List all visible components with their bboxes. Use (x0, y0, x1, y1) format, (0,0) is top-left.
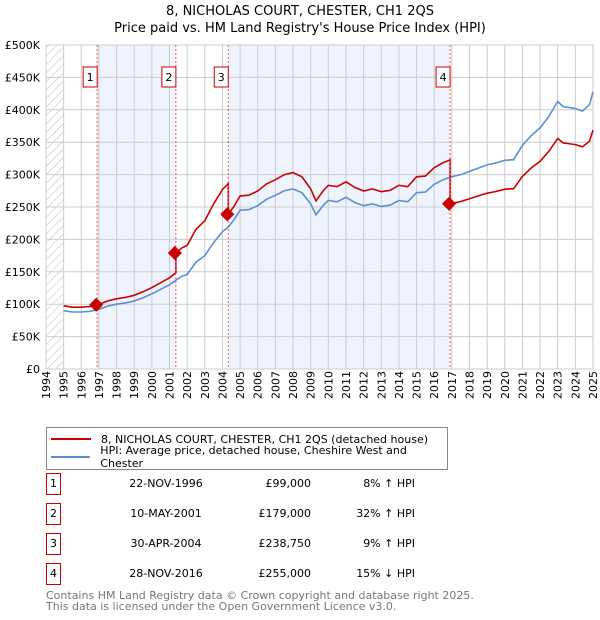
x-tick-label: 2011 (340, 371, 353, 399)
sale-label: 1 (87, 71, 94, 84)
sale-hpi-change: 32% ↑ HPI (356, 507, 415, 520)
x-tick-label: 2023 (552, 371, 565, 399)
x-tick-label: 1995 (58, 371, 71, 399)
x-tick-label: 2016 (428, 371, 441, 399)
sale-point (167, 245, 182, 261)
y-tick-label: £400K (5, 104, 41, 117)
sale-price: £179,000 (258, 507, 312, 520)
x-tick-label: 2005 (234, 371, 247, 399)
sale-date: 28-NOV-2016 (129, 567, 203, 580)
y-tick-label: £500K (5, 39, 41, 52)
y-tick-label: £0 (26, 363, 40, 376)
x-tick-label: 2015 (411, 371, 424, 399)
x-tick-label: 2012 (358, 371, 371, 399)
y-tick-label: £150K (5, 266, 41, 279)
x-tick-label: 2020 (499, 371, 512, 399)
legend-label-property: 8, NICHOLAS COURT, CHESTER, CH1 2QS (det… (101, 432, 429, 446)
sale-point (442, 196, 457, 211)
x-tick-label: 2017 (446, 371, 459, 399)
y-tick-label: £50K (12, 331, 41, 344)
sale-point (89, 297, 104, 312)
x-tick-label: 2002 (181, 371, 194, 399)
x-tick-label: 1999 (128, 371, 141, 399)
sale-number: 2 (46, 503, 61, 525)
sale-price: £255,000 (258, 567, 312, 580)
sale-point (220, 207, 235, 222)
chart-subtitle: Price paid vs. HM Land Registry's House … (114, 21, 486, 36)
sale-row: 2 10-MAY-2001 £179,000 32% ↑ HPI (46, 503, 415, 525)
y-tick-label: £350K (5, 136, 41, 149)
x-tick-label: 2001 (164, 371, 177, 399)
sale-number: 3 (46, 533, 61, 555)
x-tick-label: 1996 (75, 371, 88, 399)
property-price-line (63, 129, 594, 308)
sale-row: 3 30-APR-2004 £238,750 9% ↑ HPI (46, 533, 415, 555)
x-tick-label: 2019 (481, 371, 494, 399)
sale-label: 4 (440, 71, 447, 84)
sale-label-box (435, 66, 451, 88)
y-tick-label: £200K (5, 233, 41, 246)
footer-licence: This data is licensed under the Open Gov… (46, 600, 397, 613)
legend-swatch-property (51, 438, 91, 440)
x-tick-label: 2024 (569, 371, 582, 399)
hpi-line (63, 91, 594, 313)
sale-price: £99,000 (265, 477, 312, 490)
x-tick-label: 2008 (287, 371, 300, 399)
y-tick-label: £100K (5, 298, 41, 311)
sale-hpi-change: 8% ↑ HPI (363, 477, 415, 490)
x-tick-label: 1997 (93, 371, 106, 399)
chart-title: 8, NICHOLAS COURT, CHESTER, CH1 2QS (166, 4, 434, 19)
price-chart: 1994 1995 1996 1997 1998 1999 2000 2001 2002 2003… (5, 39, 600, 399)
sale-price: £238,750 (258, 537, 312, 550)
sale-label: 3 (218, 71, 225, 84)
sale-number: 1 (46, 473, 61, 495)
sale-label-box (161, 66, 177, 88)
legend-item-property: 8, NICHOLAS COURT, CHESTER, CH1 2QS (det… (51, 431, 428, 447)
x-tick-label: 2014 (393, 371, 406, 399)
x-tick-label: 2003 (199, 371, 212, 399)
x-tick-label: 1994 (40, 371, 53, 399)
x-tick-label: 2018 (463, 371, 476, 399)
sale-row: 1 22-NOV-1996 £99,000 8% ↑ HPI (46, 473, 415, 495)
sale-hpi-change: 15% ↓ HPI (356, 567, 415, 580)
x-tick-label: 2009 (305, 371, 318, 399)
sale-label-box (82, 66, 98, 88)
x-tick-label: 2010 (322, 371, 335, 399)
x-tick-label: 2013 (375, 371, 388, 399)
x-tick-label: 2006 (252, 371, 265, 399)
x-tick-label: 2022 (534, 371, 547, 399)
sale-hpi-change: 9% ↑ HPI (363, 537, 415, 550)
x-tick-label: 1998 (111, 371, 124, 399)
sale-date: 30-APR-2004 (130, 537, 202, 550)
legend-item-hpi: HPI: Average price, detached house, Ches… (51, 444, 447, 470)
sale-label-box (213, 66, 229, 88)
x-tick-label: 2000 (146, 371, 159, 399)
y-tick-label: £250K (5, 201, 41, 214)
sale-date: 22-NOV-1996 (129, 477, 203, 490)
x-tick-label: 2004 (216, 371, 229, 399)
y-tick-label: £300K (5, 169, 41, 182)
sale-date: 10-MAY-2001 (130, 507, 202, 520)
x-tick-label: 2007 (269, 371, 282, 399)
footer-copyright: Contains HM Land Registry data © Crown c… (46, 589, 474, 602)
legend-label-hpi: HPI: Average price, detached house, Ches… (100, 444, 407, 470)
sale-number: 4 (46, 563, 61, 585)
sale-label: 2 (165, 71, 172, 84)
y-tick-label: £450K (5, 71, 41, 84)
legend-swatch-hpi (51, 456, 91, 458)
plot-border (45, 44, 594, 370)
x-tick-label: 2021 (516, 371, 529, 399)
x-tick-label: 2025 (587, 371, 600, 399)
sale-row: 4 28-NOV-2016 £255,000 15% ↓ HPI (46, 563, 415, 585)
legend: 8, NICHOLAS COURT, CHESTER, CH1 2QS (det… (46, 427, 448, 470)
